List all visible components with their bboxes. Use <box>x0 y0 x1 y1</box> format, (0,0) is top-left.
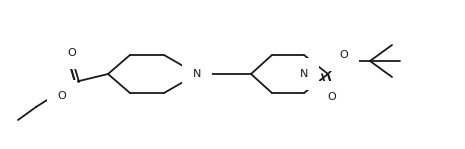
Text: O: O <box>328 92 336 102</box>
Text: O: O <box>58 91 66 101</box>
Text: O: O <box>67 48 76 58</box>
Text: N: N <box>193 69 201 79</box>
Text: O: O <box>339 50 348 60</box>
Text: N: N <box>300 69 308 79</box>
